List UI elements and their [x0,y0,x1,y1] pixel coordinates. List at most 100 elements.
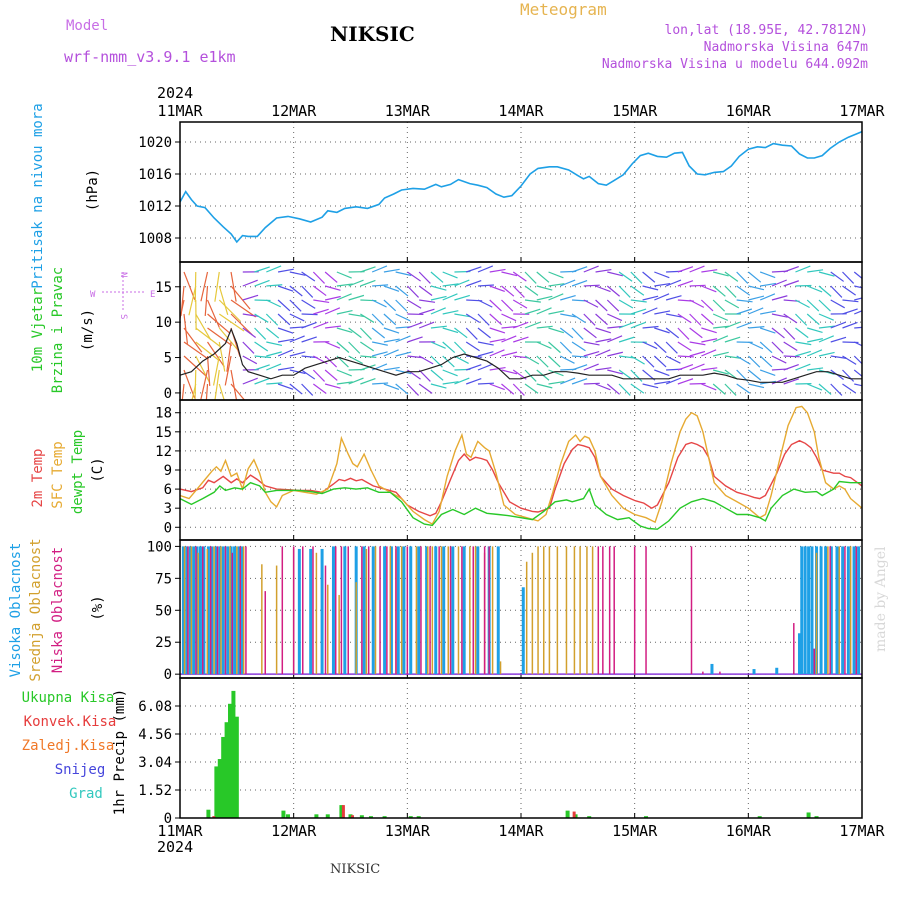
wind-barb [830,321,846,329]
cloud-bar [371,546,375,675]
wind-barb [465,327,478,340]
wind-barb [854,326,862,329]
wind-barb [618,355,636,359]
wind-barb [191,383,197,400]
wind-barb [477,363,494,371]
wind-barb [430,325,447,329]
wind-barb [442,381,459,385]
wind-barb [548,341,561,354]
cloud-bar [190,546,193,675]
wind-barb [795,350,811,357]
wind-barb [442,283,459,287]
wind-barb [806,299,820,312]
model-name: wrf-nmm_v3.9.1 e1km [64,48,236,66]
wind-barb [677,313,692,324]
wind-barb [736,355,751,365]
wind-barb [677,327,690,340]
cloud-bar [181,546,185,675]
wind-barb [677,280,694,287]
wind-barb [312,383,327,394]
wind-barb [383,338,400,343]
wind-barb [513,321,529,329]
cloud-bar [355,582,357,675]
wind-barb [230,369,237,400]
wind-barb [442,271,458,279]
wind-barb [759,327,776,334]
compass-w: W [90,290,96,300]
wind-barb [653,355,667,368]
cloud-bar [239,546,241,675]
cloud-bar [183,546,186,675]
wind-barb [583,363,599,371]
cloud-bar [525,561,528,675]
cloud-bar [210,546,214,675]
wind-barb [477,299,493,308]
wind-barb [595,383,611,391]
wind-barb [242,279,258,287]
wind-barb [607,325,624,329]
x-tick-label-bottom: 11MAR [157,822,203,840]
wind-barb [806,313,820,325]
x-tick-label-bottom: 17MAR [839,822,885,840]
wind-barb [454,279,470,287]
wind-barb [842,299,859,303]
wind-barb [583,299,599,308]
wind-barb [665,341,678,354]
wind-barb [665,377,682,385]
wind-barb [548,283,565,287]
elevation-label: Nadmorska Visina 647m [703,40,868,55]
wind-barb [736,321,752,329]
wind-barb [383,299,397,312]
wind-barb [218,313,245,332]
cloud-bar [829,546,831,675]
wind-barb [360,313,375,323]
cloud-bar [710,663,714,675]
wind-barb [701,285,717,293]
wind-barb [630,355,645,365]
cloud-bar [807,546,811,675]
wind-barb [818,383,832,395]
x-tick-label-bottom: 12MAR [271,822,317,840]
wind-barb [324,271,338,283]
wind-barb [783,378,800,385]
wind-barb [606,285,620,297]
cloud-bar [367,546,370,675]
wind-barb [289,351,306,357]
wind-barb [383,285,400,292]
y-tick-label: 12 [155,444,172,460]
wind-barb [301,383,314,396]
wind-barb [336,283,353,287]
wind-speed-line [179,327,862,383]
wind-barb [501,285,515,297]
wind-barb [336,271,352,279]
model-elevation-label: Nadmorska Visina u modelu 644.092m [601,57,868,72]
wind-barb [618,285,631,298]
cloud-bar [361,546,363,675]
cloud-bar [474,546,477,675]
cloud-bar [819,546,823,675]
wind-barb [371,327,386,339]
cloud-bar [597,546,600,675]
wind-barb [630,308,647,315]
cloud-bar [810,546,814,675]
precip-bar [587,816,592,818]
cloud-bar [591,546,594,675]
wind-barb [853,355,862,365]
page-title: NIKSIC [330,22,415,46]
wind-barb [254,377,270,385]
wind-barb [701,327,717,334]
wind-barb [360,364,376,371]
wind-barb [642,383,659,389]
wind-barb [842,271,855,284]
precip-bar [348,814,353,818]
cloud-panel: 0 25 50 75 100 [147,539,863,683]
wind-barb [266,265,282,273]
wind-barb [571,313,586,324]
wind-barb [642,307,658,315]
wind-barb [395,351,412,357]
wind-barb [242,327,257,339]
wind-barb [489,313,503,326]
wind-barb [665,327,680,339]
wind-barb [324,383,341,389]
